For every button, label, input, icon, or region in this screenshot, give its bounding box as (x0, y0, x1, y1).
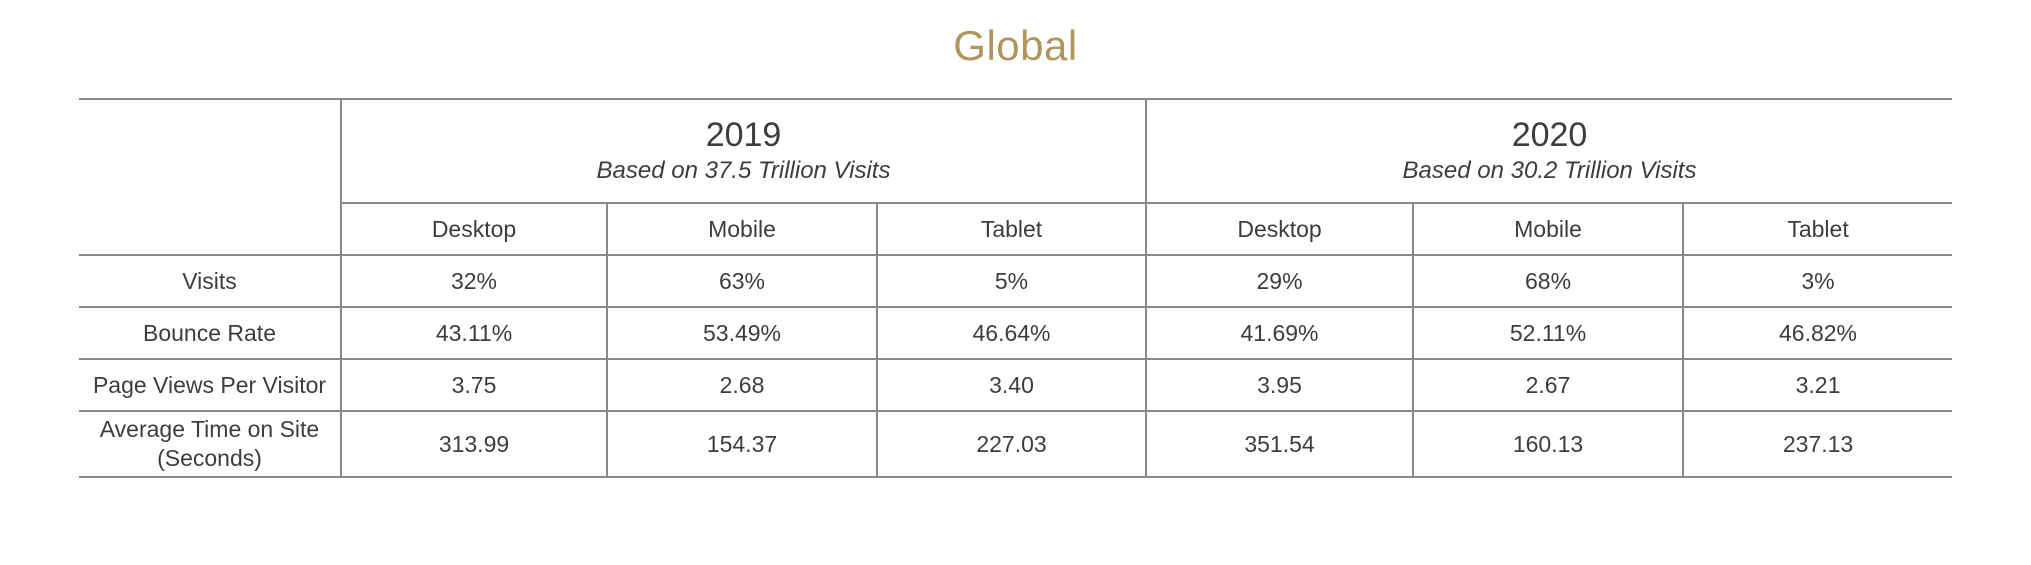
data-cell: 2.68 (606, 358, 878, 412)
data-cell: 68% (1412, 254, 1685, 308)
data-cell: 63% (606, 254, 878, 308)
year-header-row: 2019 Based on 37.5 Trillion Visits 2020 … (79, 98, 1953, 256)
data-cell: 313.99 (340, 410, 608, 478)
table-row-average-time: Average Time on Site (Seconds) 313.99 15… (79, 410, 1953, 478)
device-header-2019-mobile: Mobile (606, 202, 878, 256)
data-cell: 3.40 (875, 358, 1148, 412)
table-row-page-views: Page Views Per Visitor 3.75 2.68 3.40 3.… (79, 358, 1953, 412)
row-label-visits: Visits (79, 254, 342, 308)
data-cell: 52.11% (1412, 306, 1685, 360)
row-label-line2: (Seconds) (157, 445, 262, 471)
year-header-2019: 2019 Based on 37.5 Trillion Visits (339, 98, 1148, 204)
device-header-row: Desktop Mobile Tablet Desktop Mobile Tab… (79, 202, 1953, 256)
page-title: Global (953, 22, 1078, 69)
data-cell: 41.69% (1145, 306, 1415, 360)
row-label-bounce-rate: Bounce Rate (79, 306, 342, 360)
row-label-average-time: Average Time on Site (Seconds) (79, 410, 342, 478)
data-cell: 53.49% (606, 306, 878, 360)
table-row-bounce-rate: Bounce Rate 43.11% 53.49% 46.64% 41.69% … (79, 306, 1953, 360)
data-cell: 43.11% (340, 306, 608, 360)
device-header-2019-tablet: Tablet (875, 202, 1148, 256)
year-subtitle-2020: Based on 30.2 Trillion Visits (1402, 156, 1697, 184)
data-cell: 3.95 (1145, 358, 1415, 412)
device-header-2020-tablet: Tablet (1682, 202, 1953, 256)
device-header-2019-desktop: Desktop (340, 202, 608, 256)
data-cell: 160.13 (1412, 410, 1685, 478)
data-cell: 351.54 (1145, 410, 1415, 478)
data-cell: 3% (1682, 254, 1953, 308)
data-cell: 29% (1145, 254, 1415, 308)
data-cell: 32% (340, 254, 608, 308)
row-label-line1: Average Time on Site (99, 416, 320, 443)
device-header-2020-desktop: Desktop (1145, 202, 1415, 256)
table-row-visits: Visits 32% 63% 5% 29% 68% 3% (79, 254, 1953, 308)
device-header-2020-mobile: Mobile (1412, 202, 1685, 256)
data-cell: 3.21 (1682, 358, 1953, 412)
data-cell: 2.67 (1412, 358, 1685, 412)
data-cell: 46.64% (875, 306, 1148, 360)
corner-cell (79, 98, 342, 256)
data-cell: 5% (875, 254, 1148, 308)
global-stats-table: 2019 Based on 37.5 Trillion Visits 2020 … (79, 98, 1953, 478)
data-cell: 237.13 (1682, 410, 1953, 478)
year-label-2019: 2019 (705, 116, 782, 155)
data-cell: 154.37 (606, 410, 878, 478)
data-cell: 227.03 (875, 410, 1148, 478)
row-label-page-views: Page Views Per Visitor (79, 358, 342, 412)
year-header-2020: 2020 Based on 30.2 Trillion Visits (1145, 98, 1953, 204)
year-subtitle-2019: Based on 37.5 Trillion Visits (596, 156, 891, 184)
data-cell: 3.75 (340, 358, 608, 412)
data-cell: 46.82% (1682, 306, 1953, 360)
year-label-2020: 2020 (1511, 116, 1588, 155)
